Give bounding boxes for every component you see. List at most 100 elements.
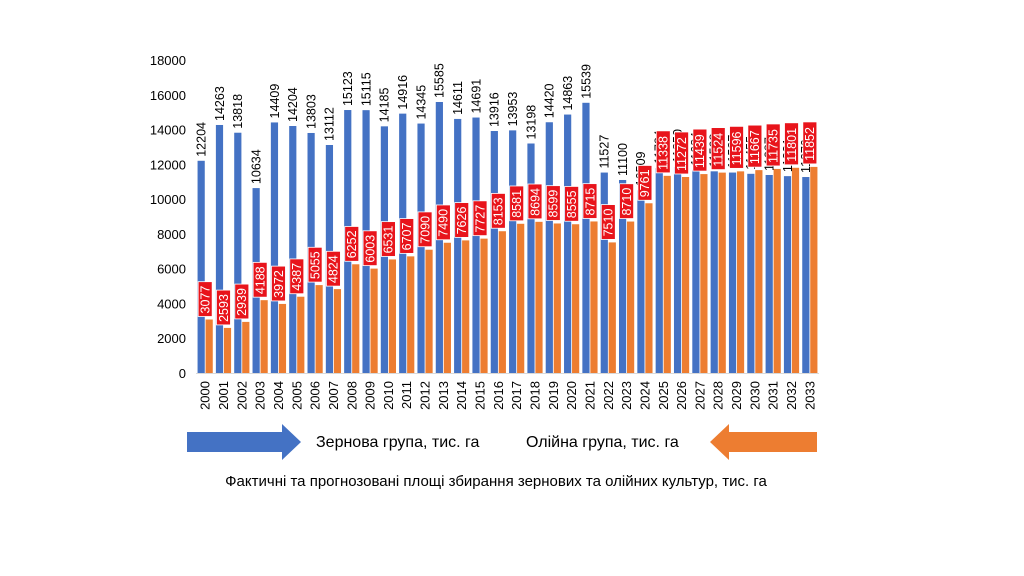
oil-bar: [773, 168, 781, 373]
grain-value-label: 13112: [323, 107, 337, 141]
x-axis: 2000 2001 2002 2003 2004 2005 2006 2007 2008 2009…: [196, 373, 819, 410]
grain-value-label: 15123: [341, 71, 355, 106]
grain-bar: [692, 169, 700, 373]
oil-value-label-bg: [307, 246, 323, 283]
oil-bar: [425, 249, 433, 373]
grain-legend-label: Зернова група, тис. га: [316, 434, 480, 451]
x-tick-label: 2012: [418, 381, 433, 410]
oil-bar: [242, 321, 250, 373]
x-tick-label: 2014: [454, 381, 469, 410]
oil-bar: [791, 167, 800, 373]
x-tick-label: 2026: [674, 381, 689, 410]
oil-value-label-bg: [454, 202, 470, 238]
grain-bar: [802, 177, 810, 373]
grain-value-label: 11100: [616, 143, 630, 176]
oil-bar: [553, 223, 561, 373]
x-tick-label: 2009: [363, 381, 378, 410]
x-tick-label: 2015: [473, 381, 488, 410]
oil-value-label-bg: [582, 183, 598, 219]
grain-bar: [234, 132, 242, 373]
y-tick-label: 0: [179, 366, 186, 381]
oil-value-label: 8715: [583, 188, 597, 216]
oil-value-label-bg: [747, 124, 763, 168]
oil-bar: [736, 171, 745, 373]
oil-bar: [407, 256, 415, 373]
oil-value-label-bg: [802, 121, 818, 165]
grain-bar: [728, 172, 737, 373]
grain-value-label: 10634: [249, 149, 263, 184]
oil-value-label-bg: [216, 289, 231, 326]
x-tick-label: 2016: [491, 381, 506, 410]
oil-value-label: 8599: [547, 190, 561, 218]
oil-value-label: 8694: [528, 188, 542, 216]
oil-value-label: 4824: [327, 255, 341, 283]
grain-bar: [527, 143, 535, 373]
oil-value-label-bg: [765, 123, 781, 167]
y-axis: 0 2000 4000 6000 8000 10000 12000 14000 16000 180…: [150, 53, 186, 381]
oil-bar: [333, 289, 342, 373]
oil-value-label: 7626: [455, 207, 469, 235]
oil-value-label-bg: [197, 281, 213, 317]
oil-value-label-bg: [271, 265, 286, 302]
grain-value-label: 14345: [414, 85, 428, 120]
grain-bar: [783, 176, 792, 373]
grain-value-label: 14691: [469, 79, 483, 114]
oil-value-label: 4188: [253, 266, 267, 294]
x-tick-label: 2010: [381, 381, 396, 410]
oil-value-label: 7510: [602, 209, 616, 237]
grain-value-label: 11527: [598, 135, 612, 169]
oil-value-label: 7490: [437, 209, 451, 237]
oil-value-label-bg: [674, 131, 689, 175]
oil-value-label-bg: [637, 165, 653, 201]
y-tick-label: 8000: [157, 227, 186, 242]
grain-bar: [509, 130, 517, 373]
oil-value-label: 2939: [235, 288, 249, 316]
x-tick-label: 2028: [711, 381, 726, 410]
grain-bar: [289, 126, 297, 373]
oil-bar: [608, 242, 616, 373]
grain-value-label: 14185: [378, 88, 392, 123]
grain-bar: [417, 123, 425, 373]
x-tick-label: 2008: [344, 381, 359, 410]
x-tick-label: 2004: [271, 381, 286, 410]
grain-bar: [545, 122, 553, 373]
oil-bar: [590, 221, 598, 373]
oil-value-label: 2593: [217, 294, 231, 322]
grain-value-label: 13818: [231, 94, 245, 129]
grain-value-label: 14916: [396, 75, 410, 110]
oil-value-label-bg: [399, 218, 415, 254]
grain-bar: [619, 179, 627, 373]
x-tick-label: 2019: [546, 381, 561, 410]
legend: Зернова група, тис. га Олійна група, тис…: [187, 424, 817, 460]
oil-value-label: 11852: [803, 127, 817, 161]
grain-bar: [673, 166, 682, 373]
x-tick-label: 2000: [198, 381, 213, 410]
oil-value-label: 8153: [492, 197, 506, 225]
x-tick-label: 2020: [564, 381, 579, 410]
oil-bar: [718, 172, 726, 373]
x-tick-label: 2007: [326, 381, 341, 410]
oil-value-label: 8581: [510, 190, 524, 218]
x-tick-label: 2024: [637, 381, 652, 410]
grain-bar: [270, 122, 279, 373]
oil-value-label: 6707: [400, 223, 414, 251]
x-tick-label: 2001: [216, 381, 231, 410]
x-tick-label: 2017: [509, 381, 524, 410]
chart-caption: Фактичні та прогнозовані площі збирання …: [225, 473, 767, 490]
grain-value-label: 14863: [561, 76, 575, 111]
x-tick-label: 2018: [527, 381, 542, 410]
grain-value-label: 13198: [524, 105, 538, 140]
x-tick-label: 2027: [692, 381, 707, 410]
y-tick-label: 18000: [150, 53, 186, 68]
oil-bar: [681, 176, 690, 373]
oil-value-label: 9761: [638, 169, 652, 197]
oil-value-label-bg: [490, 193, 506, 229]
oil-value-label-bg: [729, 125, 744, 169]
oil-value-label-bg: [545, 185, 561, 221]
y-tick-label: 12000: [150, 157, 186, 172]
grain-value-label: 14409: [268, 84, 282, 119]
oil-bar: [755, 170, 763, 373]
y-tick-label: 16000: [150, 88, 186, 103]
oil-bar: [462, 240, 470, 373]
grain-bar: [655, 168, 663, 373]
